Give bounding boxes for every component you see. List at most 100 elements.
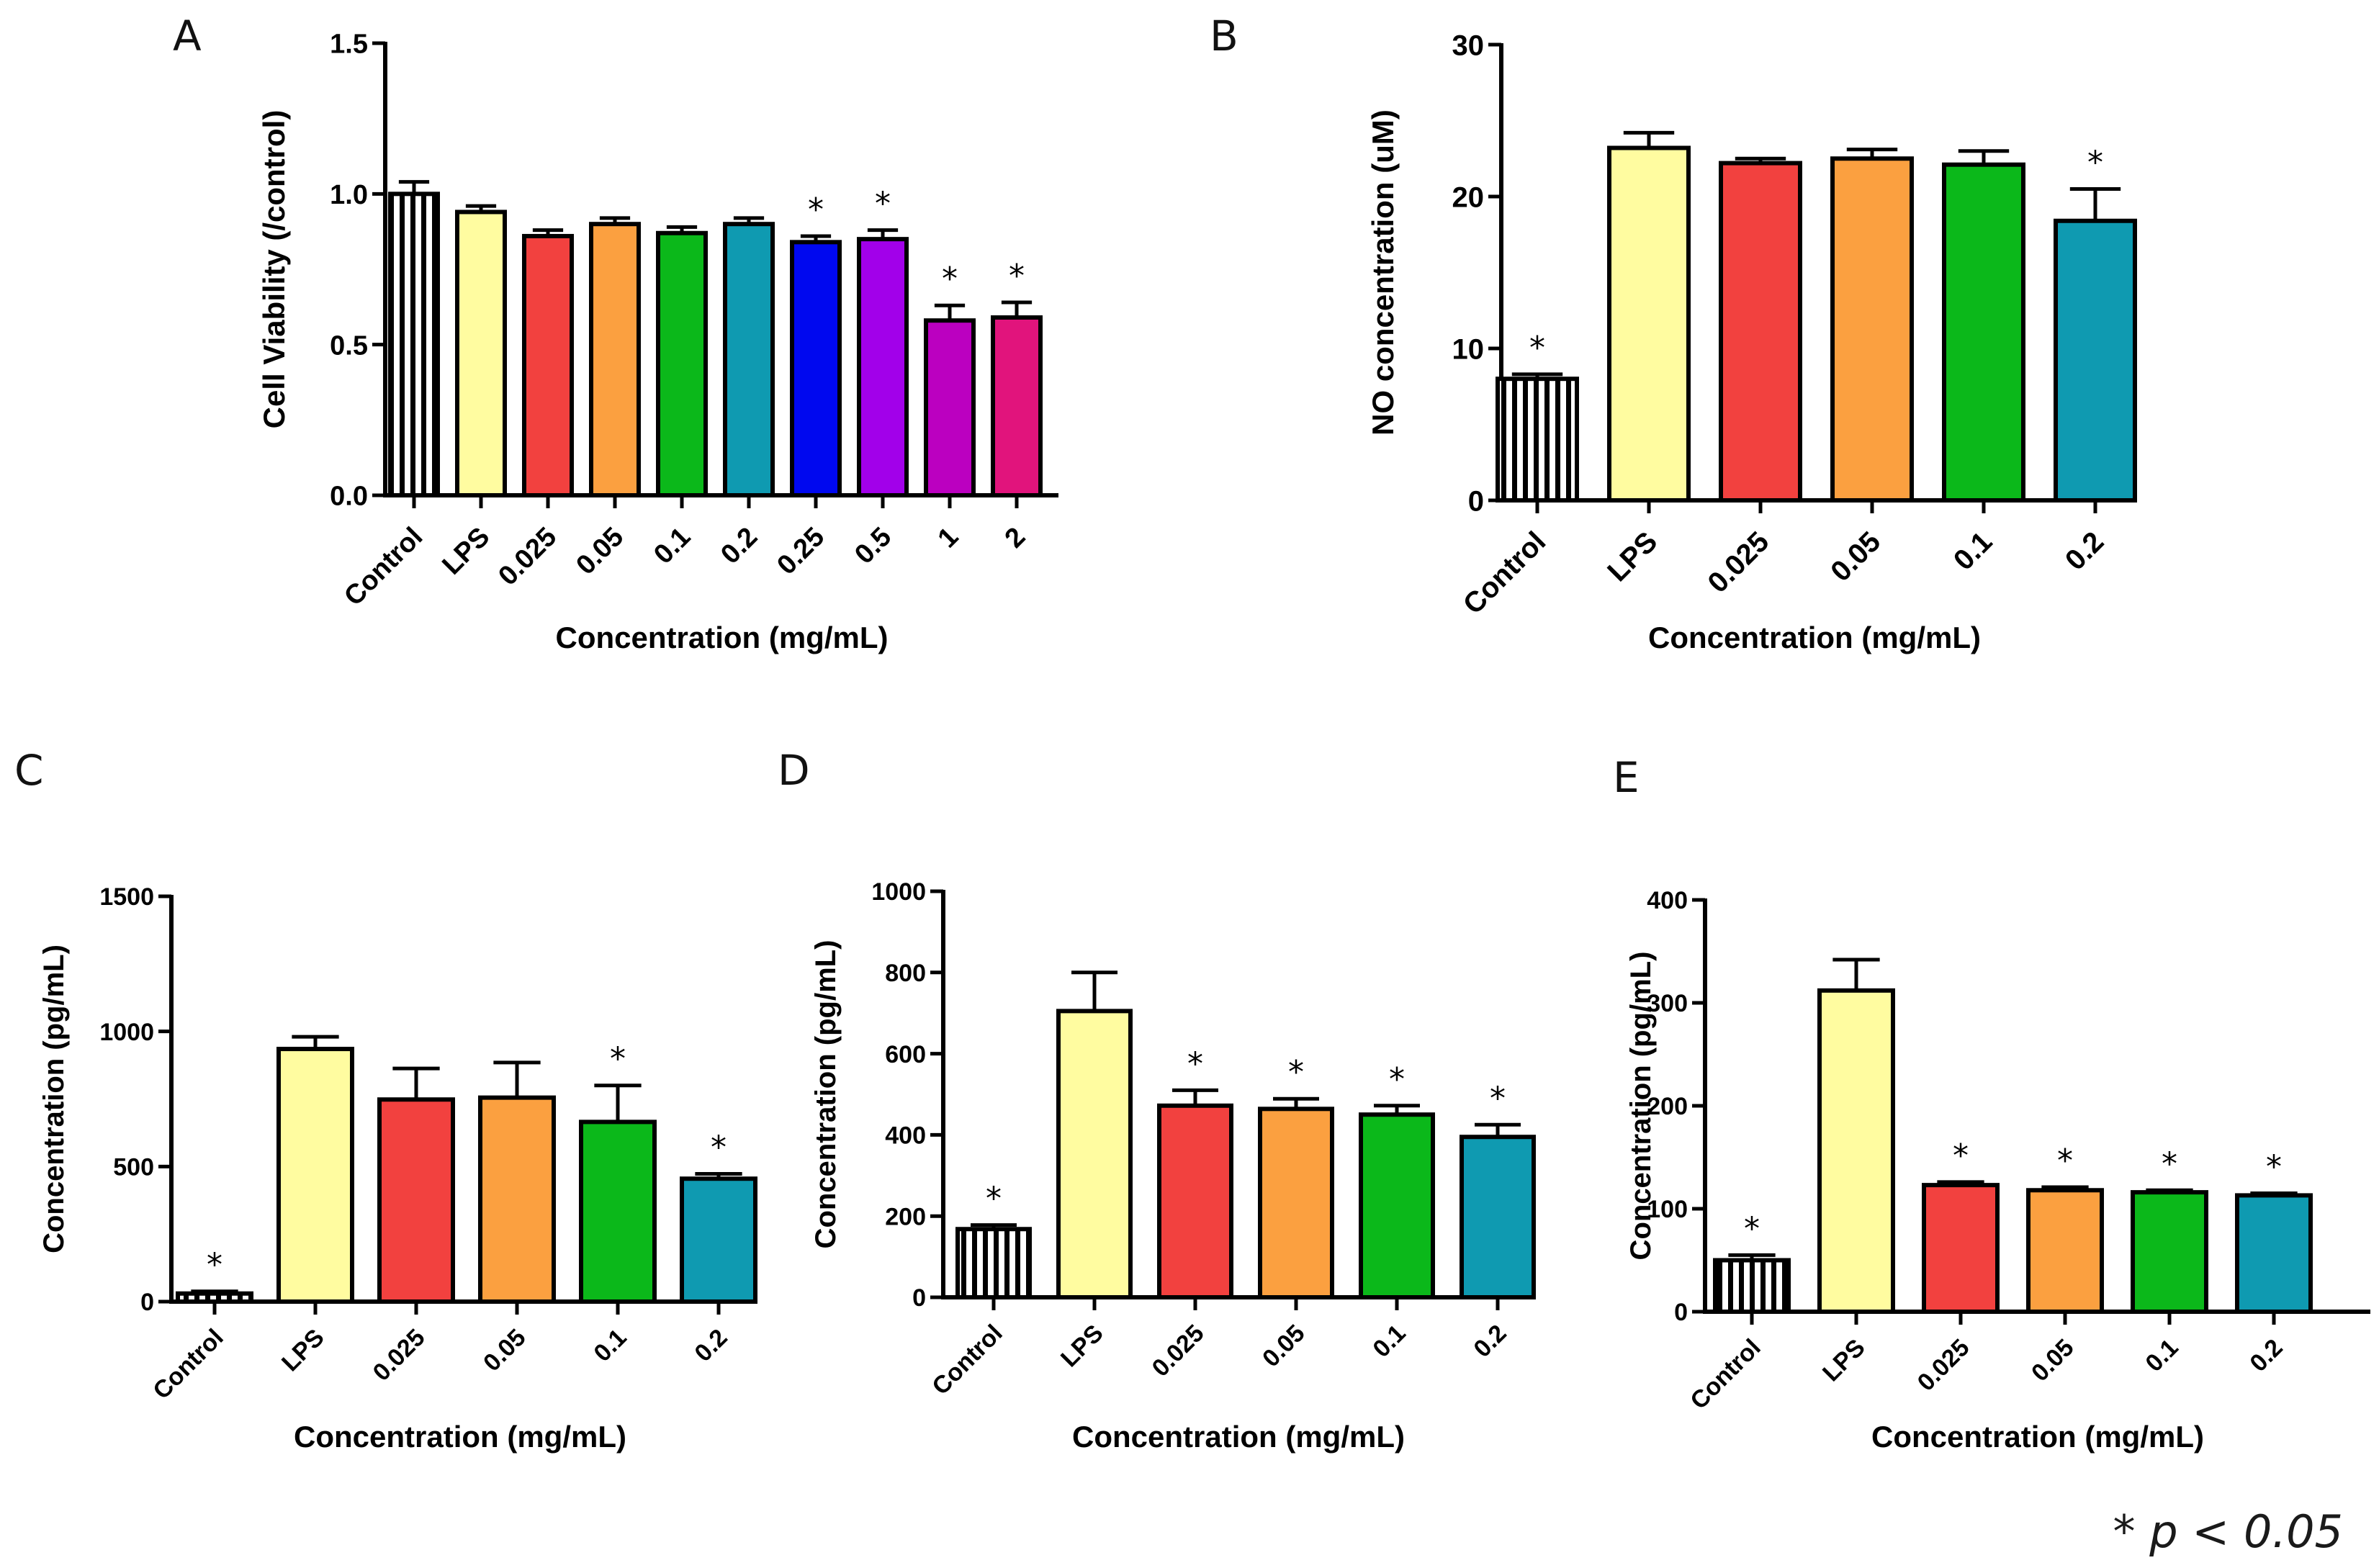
bar-0-025	[522, 233, 574, 497]
y-tick-label: 500	[113, 1154, 154, 1181]
significance-marker: *	[1009, 258, 1025, 294]
y-tick-label: 1500	[99, 883, 154, 911]
bar-0-25	[790, 240, 842, 497]
x-tick-label: 0.1	[1948, 526, 1998, 576]
x-tick-label: 0.05	[2026, 1334, 2079, 1387]
y-tick-label: 100	[1647, 1196, 1688, 1223]
bar-lps	[1817, 988, 1895, 1314]
panel-letter: A	[173, 12, 202, 60]
panel-letter: B	[1210, 12, 1238, 60]
bar-0-025	[1922, 1183, 2000, 1314]
x-tick-label: LPS	[1817, 1334, 1871, 1387]
x-tick-label: Control	[1685, 1334, 1766, 1415]
bar-0-1	[656, 230, 708, 497]
x-tick-label: 0.2	[689, 1324, 732, 1367]
bar-control	[955, 1227, 1032, 1300]
bar-lps	[1607, 145, 1691, 503]
panel-letter: D	[778, 746, 810, 795]
y-tick-label: 200	[1647, 1093, 1688, 1120]
x-axis-label: Concentration (mg/mL)	[1072, 1420, 1405, 1454]
x-tick-label: 0.1	[2140, 1334, 2183, 1377]
significance-marker: *	[2266, 1149, 2282, 1186]
significance-marker: *	[2162, 1145, 2177, 1182]
y-tick-label: 300	[1647, 990, 1688, 1017]
x-axis-label: Concentration (mg/mL)	[294, 1420, 626, 1454]
bar-0-1	[2131, 1190, 2208, 1314]
y-tick-label: 200	[885, 1203, 926, 1230]
x-tick-label: 0.025	[368, 1324, 431, 1387]
significance-marker: *	[2057, 1143, 2073, 1179]
bar-0-05	[2026, 1188, 2104, 1315]
x-tick-label: 0.025	[1912, 1334, 1975, 1397]
bar-0-05	[589, 222, 641, 497]
x-tick-label: 0.05	[570, 522, 629, 581]
bar-0-2	[2235, 1193, 2313, 1315]
x-tick-label: 0.025	[1147, 1320, 1210, 1382]
panel-a-chart: A 0.0 0.5 1.0 1.5 Cell Viability (/control) Co…	[173, 12, 1058, 654]
y-axis-label: Concentration (pg/mL)	[1625, 952, 1657, 1261]
bar-control	[1496, 377, 1579, 503]
x-tick-label: Control	[927, 1320, 1007, 1400]
y-tick-label: 0	[1674, 1299, 1688, 1326]
bar-0-05	[1830, 156, 1914, 503]
x-axis-label: Concentration (mg/mL)	[1648, 621, 1981, 654]
significance-marker: *	[711, 1129, 727, 1166]
x-tick-label: 2	[999, 522, 1032, 554]
bar-0-05	[478, 1095, 556, 1304]
y-tick-label: 0	[912, 1284, 926, 1312]
x-tick-label: 0.2	[1468, 1320, 1511, 1363]
panel-c-chart: C 0 500 1000 1500 Concentration (pg/mL) Concen…	[14, 746, 757, 1454]
y-tick-label: 1.0	[330, 180, 368, 210]
y-tick-label: 400	[885, 1122, 926, 1150]
panel-letter: C	[14, 746, 44, 795]
significance-footnote: * p < 0.05	[2113, 1505, 2343, 1558]
y-tick-label: 1000	[99, 1019, 154, 1046]
y-tick-label: 30	[1452, 30, 1485, 61]
y-tick-label: 10	[1452, 333, 1485, 365]
x-tick-label: 0.05	[1257, 1320, 1310, 1373]
y-tick-label: 0.0	[330, 482, 368, 512]
significance-marker: *	[942, 261, 958, 297]
significance-marker: *	[1187, 1045, 1203, 1082]
significance-marker: *	[1490, 1080, 1506, 1117]
significance-marker: *	[1288, 1054, 1304, 1091]
bar-0-5	[857, 237, 909, 497]
bar-lps	[1056, 1009, 1133, 1299]
y-tick-label: 0.5	[330, 330, 368, 361]
significance-marker: *	[986, 1181, 1002, 1217]
significance-marker: *	[808, 192, 824, 228]
y-axis-label: Concentration (pg/mL)	[38, 945, 70, 1253]
x-tick-label: 0.25	[771, 522, 830, 581]
bar-0-05	[1258, 1107, 1334, 1299]
bar-control	[1713, 1258, 1791, 1314]
significance-marker: *	[1389, 1061, 1405, 1098]
y-tick-label: 20	[1452, 181, 1485, 213]
x-tick-label: 0.1	[1367, 1320, 1411, 1363]
x-tick-label: LPS	[1056, 1320, 1109, 1373]
bar-0-2	[680, 1176, 757, 1305]
x-tick-label: LPS	[436, 522, 495, 581]
panel-b-chart: B 0 10 20 30 NO concentration (uM) Concentrati…	[1210, 12, 2137, 654]
panel-d-chart: D 0 200 400 600 800 1000 Concentration (pg/mL) C…	[778, 746, 1536, 1454]
y-axis-label: Concentration (pg/mL)	[810, 940, 842, 1249]
x-tick-label: Control	[1457, 526, 1552, 621]
x-tick-label: LPS	[1601, 526, 1663, 587]
bar-0-1	[1359, 1112, 1435, 1299]
bar-lps	[276, 1047, 354, 1305]
bar-control	[388, 192, 440, 497]
x-tick-label: 0.025	[1701, 526, 1775, 599]
x-tick-label: Control	[338, 522, 428, 612]
bar-lps	[455, 209, 507, 497]
x-axis-label: Concentration (mg/mL)	[1871, 1420, 2204, 1454]
x-tick-label: 0.1	[588, 1324, 631, 1367]
bar-0-1	[1942, 162, 2025, 503]
panel-letter: E	[1613, 753, 1640, 802]
significance-marker: *	[1953, 1137, 1969, 1174]
bar-control	[176, 1291, 253, 1304]
x-tick-label: LPS	[276, 1324, 330, 1377]
bar-0-2	[723, 222, 775, 497]
x-tick-label: Control	[148, 1324, 228, 1405]
x-tick-label: 1	[932, 522, 965, 554]
y-axis-label: NO concentration (uM)	[1366, 109, 1400, 436]
